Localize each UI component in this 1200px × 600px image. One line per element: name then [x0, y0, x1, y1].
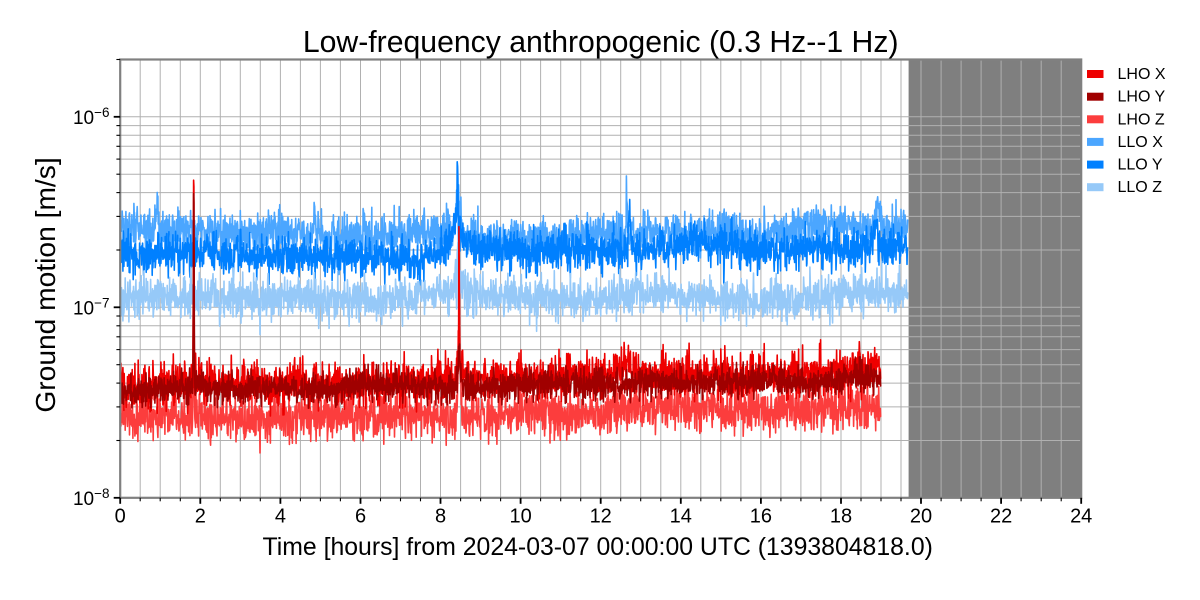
svg-text:Time [hours] from 2024-03-07 0: Time [hours] from 2024-03-07 00:00:00 UT… — [263, 534, 933, 561]
svg-text:12: 12 — [590, 506, 612, 528]
svg-text:14: 14 — [670, 506, 692, 528]
svg-text:2: 2 — [195, 506, 206, 528]
svg-text:LLO Y: LLO Y — [1118, 157, 1163, 174]
svg-text:LHO X: LHO X — [1118, 66, 1166, 83]
svg-text:LHO Z: LHO Z — [1118, 111, 1165, 128]
svg-text:LHO Y: LHO Y — [1118, 89, 1166, 106]
svg-text:18: 18 — [830, 506, 852, 528]
svg-text:LLO X: LLO X — [1118, 134, 1164, 151]
svg-text:24: 24 — [1070, 506, 1092, 528]
svg-text:16: 16 — [750, 506, 772, 528]
svg-text:10: 10 — [509, 506, 531, 528]
svg-text:0: 0 — [115, 506, 126, 528]
svg-text:Ground motion [m/s]: Ground motion [m/s] — [29, 157, 61, 412]
svg-text:8: 8 — [435, 506, 446, 528]
svg-text:LLO Z: LLO Z — [1118, 179, 1163, 196]
svg-text:20: 20 — [910, 506, 932, 528]
svg-text:Low-frequency anthropogenic (0: Low-frequency anthropogenic (0.3 Hz--1 H… — [303, 26, 899, 59]
svg-text:4: 4 — [275, 506, 286, 528]
svg-text:6: 6 — [355, 506, 366, 528]
svg-text:10−8: 10−8 — [73, 486, 110, 510]
svg-text:22: 22 — [990, 506, 1012, 528]
svg-text:10−6: 10−6 — [73, 105, 110, 129]
